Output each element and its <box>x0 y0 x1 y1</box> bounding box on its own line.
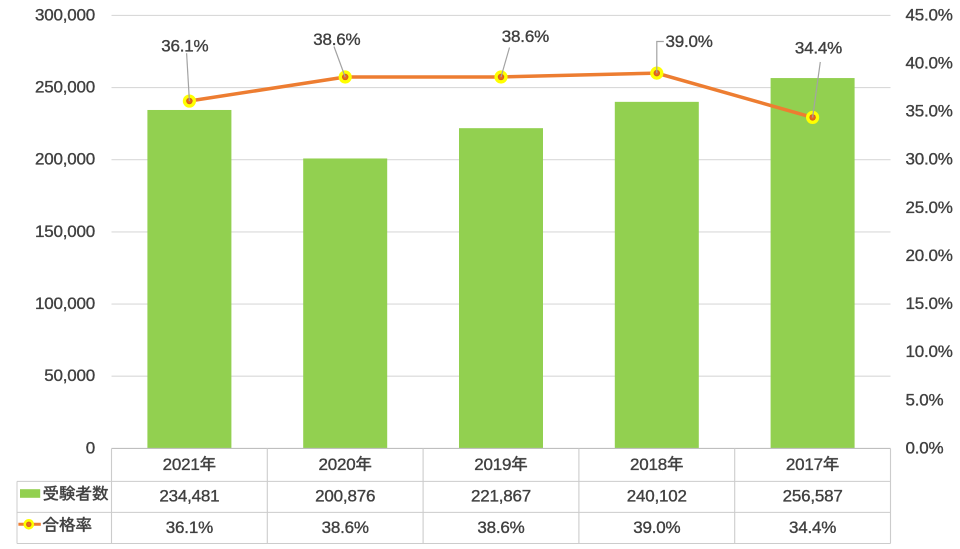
svg-text:150,000: 150,000 <box>35 222 95 241</box>
svg-text:250,000: 250,000 <box>35 78 95 97</box>
svg-text:256,587: 256,587 <box>783 487 843 506</box>
svg-text:15.0%: 15.0% <box>906 294 953 313</box>
svg-text:2018: 2018 <box>630 455 667 474</box>
svg-text:2017: 2017 <box>786 455 823 474</box>
svg-text:39.0%: 39.0% <box>665 32 712 51</box>
svg-text:25.0%: 25.0% <box>906 198 953 217</box>
svg-text:10.0%: 10.0% <box>906 342 953 361</box>
svg-text:45.0%: 45.0% <box>906 5 953 24</box>
svg-text:200,876: 200,876 <box>315 487 375 506</box>
svg-text:40.0%: 40.0% <box>906 54 953 73</box>
svg-text:100,000: 100,000 <box>35 294 95 313</box>
svg-text:240,102: 240,102 <box>627 487 687 506</box>
svg-text:39.0%: 39.0% <box>633 518 680 537</box>
svg-text:300,000: 300,000 <box>35 5 95 24</box>
svg-text:34.4%: 34.4% <box>789 518 836 537</box>
svg-text:30.0%: 30.0% <box>906 150 953 169</box>
svg-text:36.1%: 36.1% <box>161 36 208 55</box>
svg-text:200,000: 200,000 <box>35 150 95 169</box>
svg-text:38.6%: 38.6% <box>477 518 524 537</box>
svg-text:5.0%: 5.0% <box>906 390 944 409</box>
svg-text:20.0%: 20.0% <box>906 246 953 265</box>
svg-text:35.0%: 35.0% <box>906 102 953 121</box>
svg-text:2019: 2019 <box>474 455 511 474</box>
svg-text:0.0%: 0.0% <box>906 438 944 457</box>
svg-text:0: 0 <box>86 438 95 457</box>
svg-text:34.4%: 34.4% <box>795 38 842 57</box>
svg-text:221,867: 221,867 <box>471 487 531 506</box>
svg-text:38.6%: 38.6% <box>313 30 360 49</box>
svg-text:38.6%: 38.6% <box>322 518 369 537</box>
svg-text:50,000: 50,000 <box>44 366 95 385</box>
svg-text:38.6%: 38.6% <box>502 27 549 46</box>
svg-text:234,481: 234,481 <box>159 487 219 506</box>
svg-text:36.1%: 36.1% <box>166 518 213 537</box>
svg-text:2021: 2021 <box>163 455 200 474</box>
svg-text:2020: 2020 <box>318 455 355 474</box>
